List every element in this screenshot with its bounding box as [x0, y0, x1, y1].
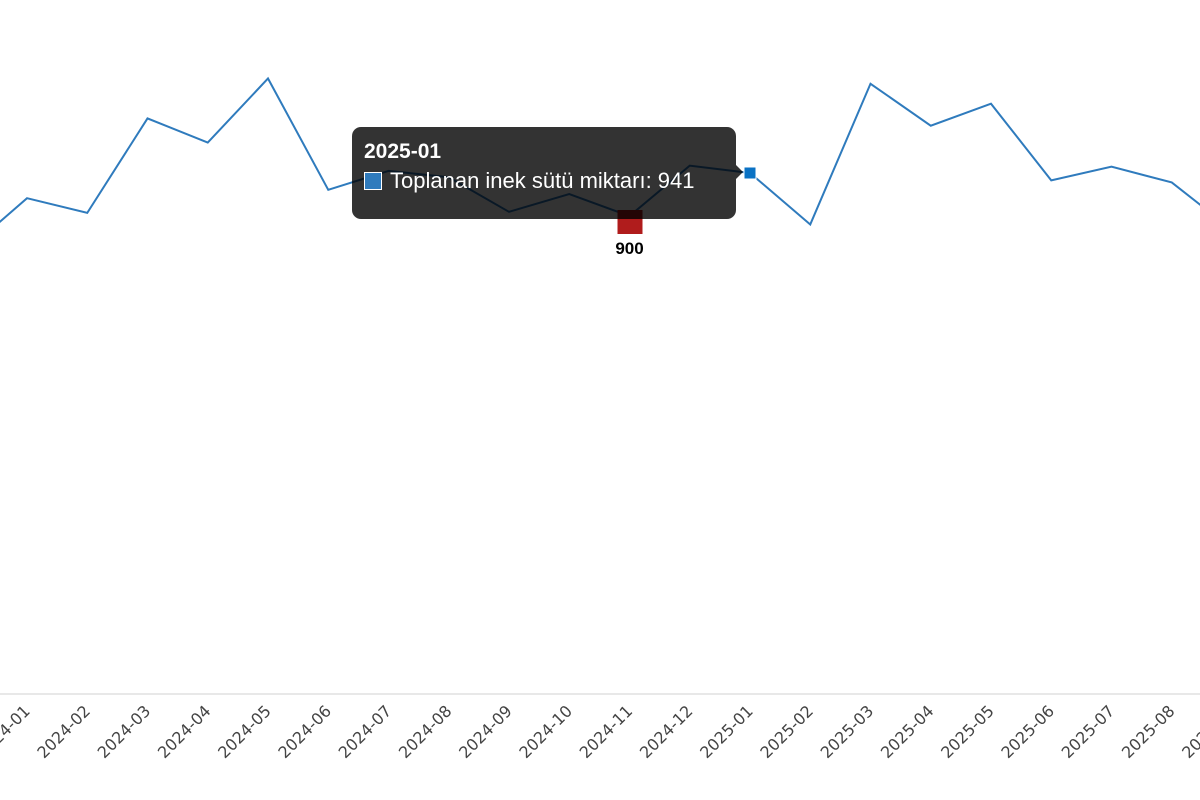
x-tick-label: 2024-01: [0, 701, 34, 762]
x-tick-label: 2025-02: [756, 701, 817, 762]
tooltip: 2025-01 Toplanan inek sütü miktarı: 941: [352, 127, 743, 219]
tooltip-title: 2025-01: [364, 140, 442, 163]
x-tick-label: 2024-07: [335, 701, 396, 762]
tooltip-text: Toplanan inek sütü miktarı: 941: [390, 168, 695, 193]
x-tick-label: 2025-03: [817, 701, 878, 762]
x-tick-label: 2024-10: [515, 701, 576, 762]
annotation-label: 900: [615, 239, 643, 258]
x-tick-label: 2025-04: [877, 701, 938, 762]
x-tick-label: 2025-08: [1118, 701, 1179, 762]
tooltip-body: Toplanan inek sütü miktarı: 941: [364, 167, 724, 195]
x-tick-label: 2024-12: [636, 701, 697, 762]
highlighted-point: [743, 166, 757, 180]
x-tick-label: 2025-09: [1178, 701, 1200, 762]
x-tick-label: 2025-06: [997, 701, 1058, 762]
x-tick-label: 2024-08: [395, 701, 456, 762]
tooltip-caret: [736, 165, 743, 179]
x-tick-label: 2024-02: [33, 701, 94, 762]
x-tick-label: 2024-11: [576, 701, 637, 762]
x-tick-label: 2024-04: [154, 701, 215, 762]
x-tick-label: 2024-06: [274, 701, 335, 762]
x-tick-label: 2025-05: [937, 701, 998, 762]
tooltip-series-swatch: [364, 172, 382, 190]
x-tick-label: 2025-07: [1058, 701, 1119, 762]
x-tick-label: 2024-03: [94, 701, 155, 762]
x-tick-label: 2025-01: [696, 701, 757, 762]
x-tick-label: 2024-05: [214, 701, 275, 762]
x-tick-label: 2024-09: [455, 701, 516, 762]
